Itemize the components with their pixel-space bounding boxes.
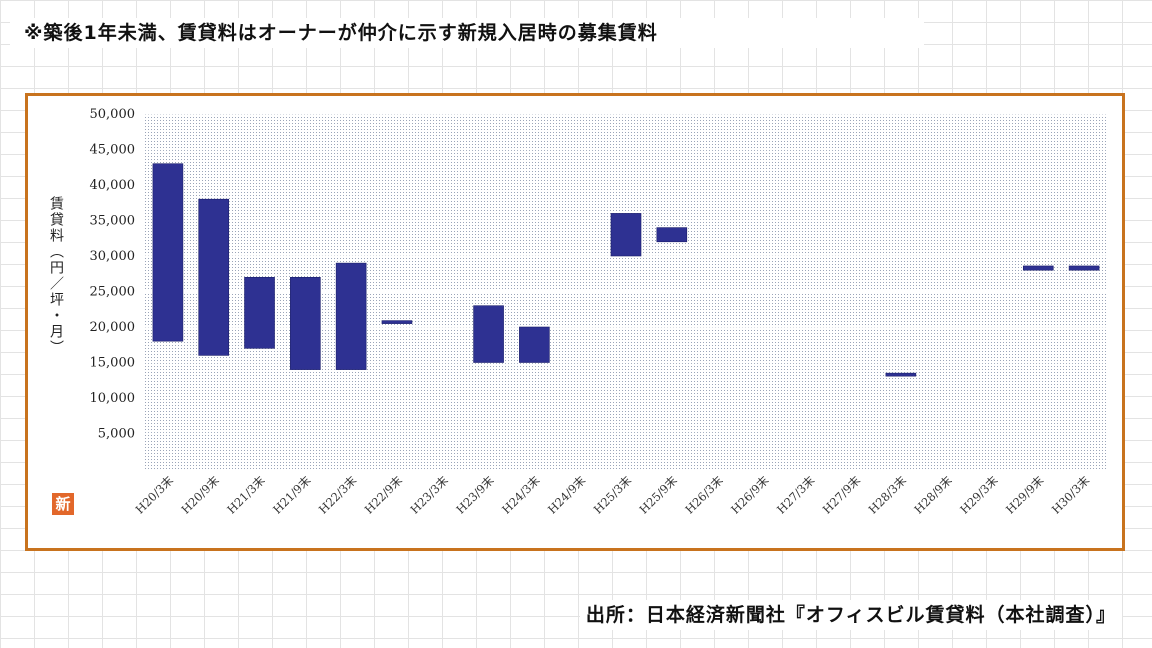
range-bar — [290, 277, 321, 370]
y-tick-label: 45,000 — [90, 143, 136, 158]
range-bar — [1068, 265, 1100, 271]
x-tick-label: H23/9末 — [453, 473, 497, 517]
x-tick-label: H27/9末 — [820, 473, 864, 517]
source-note: 出所：日本経済新聞社『オフィスビル賃貸料（本社調査）』 — [579, 600, 1122, 630]
range-bar — [244, 277, 275, 349]
y-tick-label: 5,000 — [98, 427, 135, 442]
chart-frame: 50,000 45,000 40,000 35,000 30,000 25,000 20,0… — [25, 93, 1125, 551]
y-tick-label: 35,000 — [90, 214, 136, 229]
range-bar — [656, 227, 688, 243]
y-tick-label: 10,000 — [90, 391, 136, 406]
y-tick-label: 30,000 — [90, 249, 136, 264]
range-bar — [519, 326, 550, 363]
range-bar — [152, 163, 184, 342]
header-note: ※築後1年未満、賃貸料はオーナーが仲介に示す新規入居時の募集賃料 — [10, 18, 924, 48]
y-tick-label: 25,000 — [90, 285, 136, 300]
x-tick-label: H28/9末 — [911, 473, 955, 517]
x-tick-label: H26/3末 — [682, 473, 726, 517]
x-tick-label: H28/3末 — [866, 473, 910, 517]
range-bar — [885, 372, 917, 377]
x-tick-label: H25/9末 — [637, 473, 681, 517]
x-tick-label: H22/9末 — [362, 473, 406, 517]
x-tick-label: H27/3末 — [774, 473, 818, 517]
y-tick-label: 50,000 — [90, 107, 136, 122]
y-tick-label: 15,000 — [90, 356, 136, 371]
range-bar — [335, 262, 367, 370]
nikkei-logo-badge: 新 — [52, 493, 74, 515]
y-tick-label: 40,000 — [90, 178, 136, 193]
x-tick-label: H22/3末 — [316, 473, 360, 517]
x-tick-label: H29/3末 — [957, 473, 1001, 517]
x-tick-label: H23/3末 — [407, 473, 451, 517]
range-bar — [381, 320, 413, 324]
x-tick-label: H25/3末 — [591, 473, 635, 517]
x-tick-label: H24/9末 — [545, 473, 589, 517]
range-bar-chart: 50,000 45,000 40,000 35,000 30,000 25,000 20,0… — [90, 107, 1107, 517]
x-tick-label: H20/9末 — [178, 473, 222, 517]
range-bar — [610, 213, 642, 257]
x-tick-label: H29/9末 — [1003, 473, 1047, 517]
x-tick-label: H24/3末 — [499, 473, 543, 517]
x-tick-label: H21/9末 — [270, 473, 314, 517]
x-tick-label: H30/3末 — [1049, 473, 1093, 517]
y-tick-label: 20,000 — [90, 320, 136, 335]
range-bar — [473, 305, 504, 363]
x-tick-label: H26/9末 — [728, 473, 772, 517]
x-tick-label: H21/3末 — [224, 473, 268, 517]
x-tick-label: H20/3末 — [133, 473, 177, 517]
range-bar — [1022, 265, 1054, 271]
y-axis-label: 賃貸料（円／坪・月） — [48, 196, 64, 356]
range-bar — [198, 198, 230, 356]
